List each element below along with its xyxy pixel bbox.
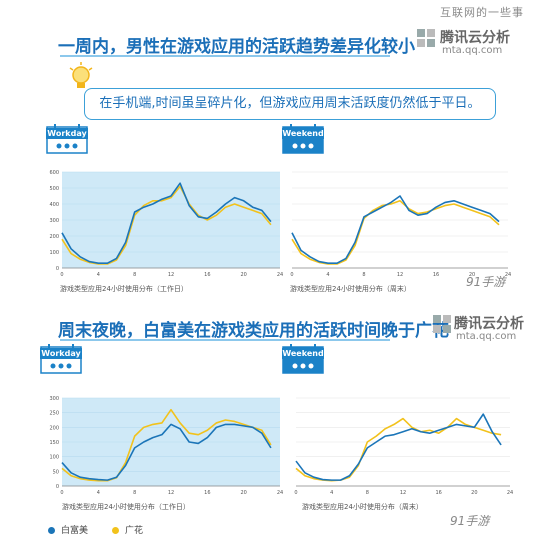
x-tick-label: 12 (400, 490, 406, 496)
series-line (61, 423, 272, 481)
series-line (291, 195, 500, 264)
x-tick-label: 4 (330, 490, 333, 496)
x-tick-label: 0 (60, 490, 63, 496)
section-1-callout: 在手机端,时间虽呈碎片化，但游戏应用周末活跃度仍然低于平日。 (84, 88, 496, 120)
y-tick-label: 300 (49, 218, 59, 224)
legend-label-1: 白富美 (61, 526, 89, 536)
x-tick-label: 0 (290, 272, 293, 278)
x-tick-label: 12 (168, 272, 174, 278)
series-line (295, 413, 502, 481)
legend-dot-1 (48, 527, 55, 534)
x-tick-label: 8 (362, 272, 365, 278)
x-tick-label: 24 (505, 272, 511, 278)
x-tick-label: 24 (277, 490, 283, 496)
section-2-underline (60, 339, 390, 341)
y-tick-label: 200 (49, 234, 59, 240)
site-logo-2: 91手游 (450, 514, 490, 528)
legend-item-2: 广花 (112, 523, 143, 536)
badge-workday-2: Workday (40, 348, 82, 359)
brand-name-2: 腾讯云分析 (454, 316, 524, 332)
x-tick-label: 16 (204, 272, 210, 278)
y-tick-label: 0 (56, 266, 59, 272)
chart-workday-1: 0 100 200 300 400 500 600 0 4 8 12 16 20 24 (49, 170, 283, 278)
x-tick-label: 16 (433, 272, 439, 278)
y-tick-label: 200 (49, 425, 59, 431)
x-tick-label: 0 (294, 490, 297, 496)
site-logo-1: 91手游 (466, 275, 506, 289)
series-line (61, 408, 272, 482)
y-tick-label: 600 (49, 170, 59, 176)
x-tick-label: 24 (277, 272, 283, 278)
caption-chart-4: 游戏类型应用24小时使用分布（周末） (302, 503, 423, 511)
x-tick-label: 8 (133, 490, 136, 496)
badge-weekend-2: Weekend (282, 348, 324, 359)
badge-workday-1: Workday (46, 128, 88, 139)
chart-weekend-2: 0 4 8 12 16 20 24 (294, 397, 513, 496)
y-tick-label: 100 (49, 455, 59, 461)
tencent-cloud-logo-icon (416, 28, 436, 48)
x-tick-label: 4 (326, 272, 329, 278)
chart-workday-2: 0 50 100 150 200 250 300 0 4 8 12 16 20 24 (49, 396, 283, 496)
x-tick-label: 16 (435, 490, 441, 496)
y-tick-label: 400 (49, 202, 59, 208)
x-tick-label: 8 (366, 490, 369, 496)
y-tick-label: 250 (49, 411, 59, 417)
legend-item-1: 白富美 (48, 523, 88, 536)
calendar-workday-icon-1: Workday (46, 124, 88, 154)
x-tick-label: 20 (471, 490, 477, 496)
caption-chart-2: 游戏类型应用24小时使用分布（周末） (290, 285, 411, 293)
y-tick-label: 500 (49, 186, 59, 192)
x-tick-label: 4 (97, 490, 100, 496)
section-1-underline (60, 55, 390, 57)
tencent-cloud-logo-icon-2 (432, 314, 452, 334)
y-tick-label: 50 (53, 469, 59, 475)
y-tick-label: 0 (56, 484, 59, 490)
calendar-workday-icon-2: Workday (40, 344, 82, 374)
calendar-weekend-icon-2: Weekend (282, 344, 324, 374)
section-2-title: 周末夜晚，白富美在游戏类应用的活跃时间晚于广花 (58, 321, 449, 341)
calendar-weekend-icon-1: Weekend (282, 124, 324, 154)
x-tick-label: 16 (204, 490, 210, 496)
x-tick-label: 4 (97, 272, 100, 278)
x-tick-label: 12 (168, 490, 174, 496)
x-tick-label: 8 (133, 272, 136, 278)
series-line (61, 182, 272, 264)
caption-chart-3: 游戏类型应用24小时使用分布（工作日） (62, 503, 190, 511)
x-tick-label: 20 (469, 272, 475, 278)
x-tick-label: 12 (397, 272, 403, 278)
x-tick-label: 0 (60, 272, 63, 278)
section-1-title: 一周内，男性在游戏应用的活跃趋势差异化较小 (58, 37, 415, 57)
badge-weekend-1: Weekend (282, 128, 324, 139)
x-tick-label: 20 (240, 272, 246, 278)
series-line (291, 199, 500, 265)
y-tick-label: 300 (49, 396, 59, 402)
legend-dot-2 (112, 527, 119, 534)
x-tick-label: 24 (507, 490, 513, 496)
brand-name: 腾讯云分析 (440, 30, 510, 46)
brand-url-2: mta.qq.com (456, 331, 517, 342)
x-tick-label: 20 (240, 490, 246, 496)
chart-weekend-1: 0 4 8 12 16 20 24 (290, 171, 511, 278)
y-tick-label: 150 (49, 440, 59, 446)
lightbulb-icon (68, 62, 94, 92)
y-tick-label: 100 (49, 250, 59, 256)
caption-chart-1: 游戏类型应用24小时使用分布（工作日） (60, 285, 188, 293)
watermark-text: 互联网的一些事 (440, 6, 524, 19)
legend-label-2: 广花 (125, 526, 144, 536)
brand-url: mta.qq.com (442, 45, 503, 56)
